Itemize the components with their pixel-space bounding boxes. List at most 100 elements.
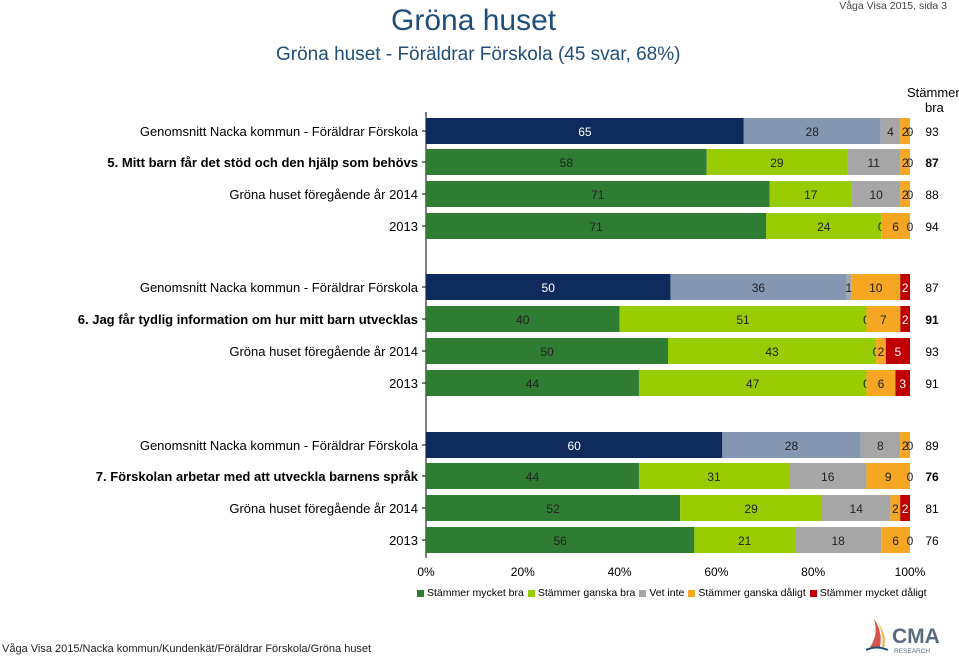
bar-value-label: 44 bbox=[526, 377, 540, 391]
bar-value-label: 2 bbox=[902, 502, 909, 516]
bar-value-label: 31 bbox=[707, 470, 721, 484]
bar-value-label: 0 bbox=[907, 188, 914, 202]
bar-value-label: 7 bbox=[880, 313, 887, 327]
bar-value-label: 60 bbox=[567, 439, 581, 453]
score-value: 87 bbox=[925, 281, 939, 295]
row-label: 2013 bbox=[389, 533, 418, 548]
bar-value-label: 6 bbox=[892, 220, 899, 234]
bar-value-label: 10 bbox=[869, 188, 883, 202]
row-label: Gröna huset föregående år 2014 bbox=[229, 344, 418, 359]
legend-item-ganska-daligt: Stämmer ganska dåligt bbox=[688, 587, 805, 599]
bar-value-label: 0 bbox=[907, 439, 914, 453]
score-value: 88 bbox=[925, 188, 939, 202]
bar-value-label: 47 bbox=[746, 377, 760, 391]
logo-text-main: CMA bbox=[892, 625, 940, 648]
chart-legend: Stämmer mycket bra Stämmer ganska bra Ve… bbox=[417, 587, 931, 599]
row-label: Gröna huset föregående år 2014 bbox=[229, 501, 418, 516]
bar-value-label: 21 bbox=[738, 534, 752, 548]
cma-research-logo: CMA RESEARCH bbox=[866, 617, 956, 657]
bar-value-label: 8 bbox=[877, 439, 884, 453]
score-value: 76 bbox=[925, 534, 939, 548]
bar-value-label: 0 bbox=[907, 125, 914, 139]
x-tick-label: 40% bbox=[608, 565, 632, 579]
x-tick-label: 20% bbox=[511, 565, 535, 579]
bar-value-label: 28 bbox=[785, 439, 799, 453]
bar-value-label: 5 bbox=[895, 345, 902, 359]
bar-value-label: 3 bbox=[899, 377, 906, 391]
x-tick-label: 100% bbox=[895, 565, 926, 579]
bar-value-label: 52 bbox=[546, 502, 560, 516]
logo-text-sub: RESEARCH bbox=[894, 648, 930, 655]
x-tick-label: 80% bbox=[801, 565, 825, 579]
bar-value-label: 44 bbox=[526, 470, 540, 484]
score-value: 93 bbox=[925, 125, 939, 139]
bar-value-label: 0 bbox=[907, 220, 914, 234]
bar-value-label: 0 bbox=[907, 156, 914, 170]
row-label: 7. Förskolan arbetar med att utveckla ba… bbox=[96, 469, 419, 484]
bar-value-label: 0 bbox=[907, 534, 914, 548]
bar-value-label: 71 bbox=[589, 220, 603, 234]
legend-label-vet-inte: Vet inte bbox=[649, 587, 684, 599]
bar-value-label: 14 bbox=[850, 502, 864, 516]
bar-value-label: 11 bbox=[867, 156, 880, 170]
bar-value-label: 10 bbox=[869, 281, 883, 295]
score-value: 76 bbox=[925, 470, 939, 484]
bar-value-label: 9 bbox=[885, 470, 892, 484]
bar-value-label: 2 bbox=[902, 313, 909, 327]
stacked-bar-chart: Genomsnitt Nacka kommun - Föräldrar Förs… bbox=[0, 0, 959, 600]
sail-icon bbox=[870, 619, 881, 647]
bar-value-label: 50 bbox=[540, 345, 554, 359]
bar-value-label: 71 bbox=[591, 188, 605, 202]
bar-value-label: 28 bbox=[806, 125, 820, 139]
bar-value-label: 6 bbox=[878, 377, 885, 391]
bar-value-label: 2 bbox=[892, 502, 899, 516]
legend-label-ganska-bra: Stämmer ganska bra bbox=[538, 587, 635, 599]
legend-item-mycket-daligt: Stämmer mycket dåligt bbox=[810, 587, 927, 599]
bar-value-label: 65 bbox=[578, 125, 592, 139]
bar-value-label: 4 bbox=[887, 125, 894, 139]
bar-value-label: 0 bbox=[907, 470, 914, 484]
x-tick-label: 0% bbox=[417, 565, 435, 579]
score-value: 89 bbox=[925, 439, 939, 453]
footer-path: Våga Visa 2015/Nacka kommun/Kundenkät/Fö… bbox=[2, 643, 371, 655]
legend-item-ganska-bra: Stämmer ganska bra bbox=[528, 587, 635, 599]
legend-label-mycket-bra: Stämmer mycket bra bbox=[427, 587, 524, 599]
bar-value-label: 2 bbox=[902, 281, 909, 295]
legend-swatch-mycket-daligt bbox=[810, 590, 817, 597]
legend-item-mycket-bra: Stämmer mycket bra bbox=[417, 587, 524, 599]
legend-item-vet-inte: Vet inte bbox=[639, 587, 684, 599]
legend-label-ganska-daligt: Stämmer ganska dåligt bbox=[698, 587, 805, 599]
legend-label-mycket-daligt: Stämmer mycket dåligt bbox=[820, 587, 927, 599]
score-value: 91 bbox=[925, 377, 939, 391]
bar-value-label: 17 bbox=[804, 188, 818, 202]
row-label: Genomsnitt Nacka kommun - Föräldrar Förs… bbox=[140, 280, 419, 295]
bar-value-label: 36 bbox=[752, 281, 766, 295]
x-tick-label: 60% bbox=[704, 565, 728, 579]
legend-swatch-mycket-bra bbox=[417, 590, 424, 597]
legend-swatch-ganska-daligt bbox=[688, 590, 695, 597]
bar-value-label: 6 bbox=[892, 534, 899, 548]
bar-value-label: 29 bbox=[770, 156, 784, 170]
bar-value-label: 18 bbox=[831, 534, 845, 548]
score-value: 94 bbox=[925, 220, 939, 234]
row-label: 6. Jag får tydlig information om hur mit… bbox=[78, 312, 418, 327]
row-label: 2013 bbox=[389, 376, 418, 391]
legend-swatch-ganska-bra bbox=[528, 590, 535, 597]
bar-value-label: 29 bbox=[744, 502, 758, 516]
row-label: Gröna huset föregående år 2014 bbox=[229, 187, 418, 202]
bar-value-label: 56 bbox=[553, 534, 567, 548]
row-label: 2013 bbox=[389, 219, 418, 234]
row-label: Genomsnitt Nacka kommun - Föräldrar Förs… bbox=[140, 438, 419, 453]
bar-value-label: 43 bbox=[765, 345, 779, 359]
bar-value-label: 50 bbox=[542, 281, 556, 295]
bar-value-label: 51 bbox=[736, 313, 750, 327]
row-label: Genomsnitt Nacka kommun - Föräldrar Förs… bbox=[140, 124, 419, 139]
wave-icon bbox=[866, 648, 888, 651]
score-value: 87 bbox=[925, 156, 939, 170]
bar-value-label: 58 bbox=[560, 156, 574, 170]
bar-value-label: 2 bbox=[878, 345, 885, 359]
legend-swatch-vet-inte bbox=[639, 590, 646, 597]
bar-value-label: 24 bbox=[817, 220, 831, 234]
bar-value-label: 40 bbox=[516, 313, 530, 327]
score-value: 93 bbox=[925, 345, 939, 359]
